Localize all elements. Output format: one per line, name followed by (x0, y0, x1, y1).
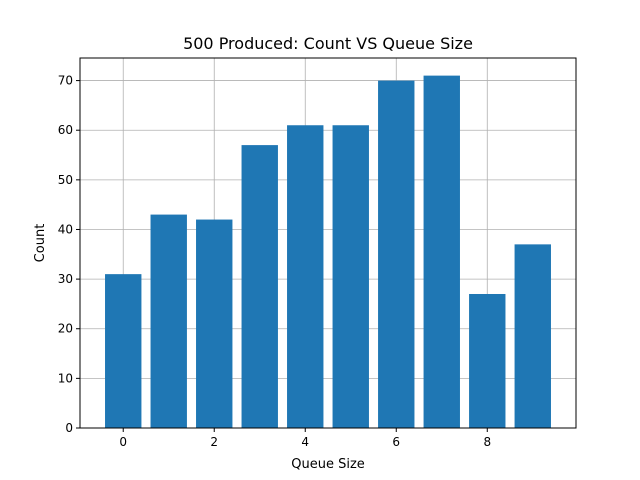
y-tick-label: 10 (58, 371, 73, 385)
y-tick-label: 60 (58, 123, 73, 137)
bar-queue-size-8 (469, 293, 506, 428)
x-tick-label: 8 (483, 435, 491, 449)
bar-queue-size-7 (423, 75, 460, 428)
y-tick-label: 70 (58, 74, 73, 88)
bar-queue-size-6 (378, 80, 415, 429)
plot-frame (79, 57, 577, 429)
axis-ticks: 0 2 4 6 8 0 10 20 30 40 50 60 70 (58, 74, 491, 449)
x-tick-label: 6 (392, 435, 400, 449)
y-axis-label: Count (33, 224, 48, 263)
x-tick-label: 0 (119, 435, 127, 449)
bar-queue-size-3 (241, 145, 278, 429)
bar-queue-size-0 (105, 274, 142, 428)
bar-queue-size-5 (332, 125, 369, 428)
y-tick-label: 50 (58, 173, 73, 187)
x-tick-label: 2 (210, 435, 218, 449)
x-tick-label: 4 (301, 435, 309, 449)
bar-queue-size-9 (514, 244, 551, 428)
x-axis-label: Queue Size (291, 457, 365, 472)
y-tick-label: 0 (65, 421, 73, 435)
bars (105, 75, 551, 429)
y-tick-label: 30 (58, 272, 73, 286)
bar-queue-size-1 (150, 214, 187, 428)
y-tick-label: 40 (58, 222, 73, 236)
chart-title: 500 Produced: Count VS Queue Size (183, 34, 473, 53)
bar-queue-size-4 (287, 125, 324, 428)
y-tick-label: 20 (58, 322, 73, 336)
bar-queue-size-2 (196, 219, 233, 428)
